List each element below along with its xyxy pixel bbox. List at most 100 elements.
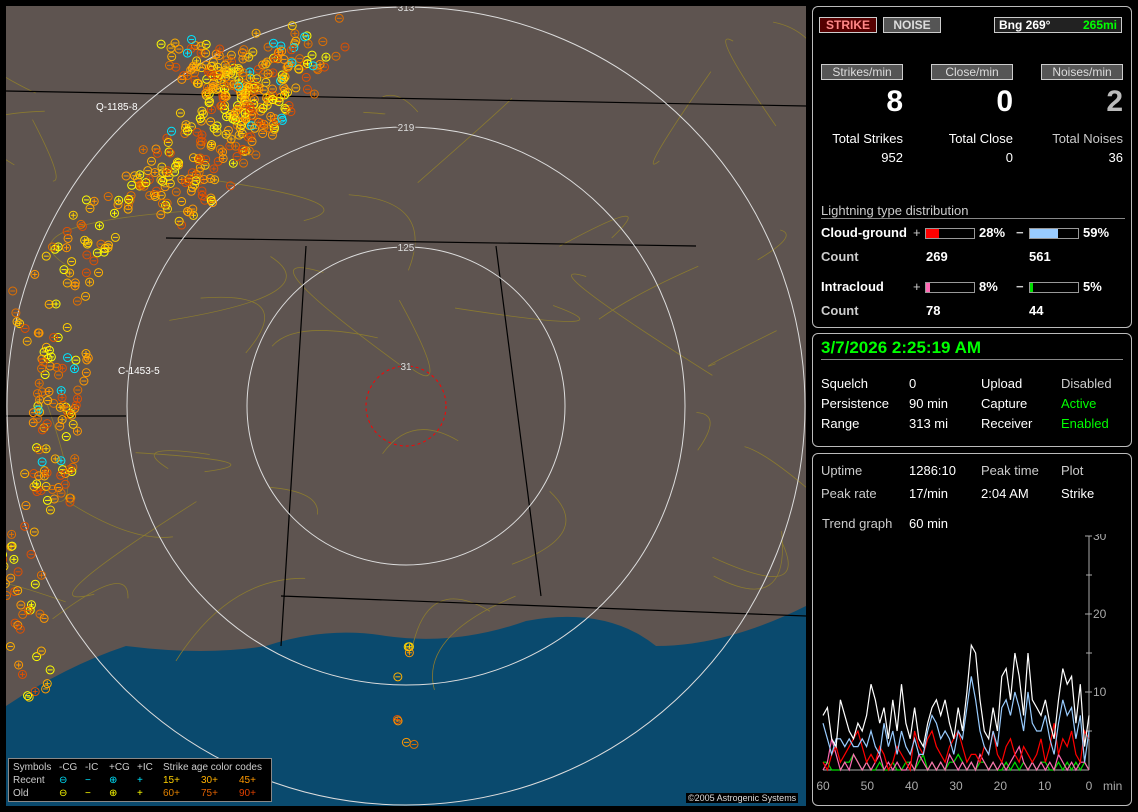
strike-symbol bbox=[63, 233, 73, 243]
strike-marker bbox=[24, 692, 34, 702]
strike-symbol bbox=[163, 166, 173, 176]
strike-marker bbox=[174, 44, 184, 54]
strike-symbol bbox=[238, 68, 248, 78]
strike-polarity bbox=[233, 143, 239, 149]
strike-marker bbox=[141, 178, 151, 188]
strike-symbol bbox=[206, 117, 216, 127]
strike-symbol bbox=[234, 81, 244, 91]
road bbox=[757, 229, 787, 261]
strike-symbol bbox=[72, 296, 82, 306]
strike-polarity bbox=[215, 64, 221, 70]
strike-marker bbox=[201, 88, 211, 98]
strike-polarity bbox=[243, 115, 249, 121]
strike-marker bbox=[6, 591, 12, 601]
strike-symbol bbox=[20, 323, 30, 333]
strike-polarity bbox=[248, 90, 254, 96]
strike-marker bbox=[210, 175, 220, 185]
strike-polarity bbox=[165, 168, 171, 174]
strike-symbol bbox=[39, 347, 49, 357]
strike-symbol bbox=[315, 59, 325, 69]
strike-marker bbox=[68, 419, 78, 429]
strike-marker bbox=[30, 687, 40, 697]
strike-symbol bbox=[251, 150, 261, 160]
strike-symbol bbox=[192, 56, 202, 66]
strike-polarity bbox=[140, 147, 146, 153]
strike-marker bbox=[212, 70, 222, 80]
strike-symbol bbox=[238, 54, 248, 64]
strike-polarity bbox=[292, 31, 298, 37]
strike-symbol bbox=[177, 197, 187, 207]
strike-symbol bbox=[181, 178, 191, 188]
strike-polarity bbox=[220, 149, 226, 155]
strike-symbol bbox=[63, 353, 73, 363]
strike-marker bbox=[55, 421, 65, 431]
strike-symbol bbox=[68, 210, 78, 220]
strike-marker bbox=[13, 586, 23, 596]
strike-marker bbox=[14, 660, 24, 670]
plus-cg-old-icon: ⊕ bbox=[109, 788, 118, 799]
strike-marker bbox=[15, 624, 25, 634]
peak-rate-label: Peak rate bbox=[821, 486, 877, 501]
strike-symbol bbox=[309, 89, 319, 99]
strike-marker bbox=[177, 197, 187, 207]
receiver-label: Receiver bbox=[981, 416, 1033, 431]
noise-button[interactable]: NOISE bbox=[883, 17, 941, 33]
strike-marker bbox=[233, 101, 243, 111]
strike-symbol bbox=[226, 134, 236, 144]
range-ring bbox=[365, 365, 447, 447]
strike-marker bbox=[72, 296, 82, 306]
strike-polarity bbox=[305, 41, 311, 47]
close-per-min-button[interactable]: Close/min bbox=[931, 64, 1013, 80]
strike-symbol bbox=[132, 174, 142, 184]
strike-symbol bbox=[188, 153, 198, 163]
noises-per-min-button[interactable]: Noises/min bbox=[1041, 64, 1123, 80]
strike-button[interactable]: STRIKE bbox=[819, 17, 877, 33]
strike-marker bbox=[268, 38, 278, 48]
strike-marker bbox=[43, 396, 53, 406]
strike-marker bbox=[226, 134, 236, 144]
strike-polarity bbox=[59, 395, 65, 401]
squelch: 0 bbox=[909, 376, 917, 391]
trend-series-line bbox=[822, 676, 1090, 763]
strike-marker bbox=[238, 144, 248, 154]
strike-marker bbox=[228, 69, 238, 79]
strike-symbol bbox=[252, 74, 262, 84]
x-tick-label: 20 bbox=[994, 779, 1008, 793]
strike-marker bbox=[261, 77, 271, 87]
strike-marker bbox=[409, 739, 419, 749]
strike-symbol bbox=[258, 60, 268, 70]
strike-symbol bbox=[164, 147, 174, 157]
strike-symbol bbox=[247, 121, 257, 131]
strike-polarity bbox=[198, 50, 204, 56]
strikes-per-min-button[interactable]: Strikes/min bbox=[821, 64, 903, 80]
strike-symbol bbox=[200, 160, 210, 170]
strike-polarity bbox=[72, 456, 78, 462]
strike-marker bbox=[59, 265, 69, 275]
strike-symbol bbox=[195, 153, 205, 163]
state-border bbox=[6, 90, 806, 647]
strike-marker bbox=[256, 106, 266, 116]
strike-polarity bbox=[230, 160, 236, 166]
strike-map[interactable]: 31 125 219 313 Q-1185-8 C-1453-5 bbox=[6, 6, 806, 806]
strike-symbol bbox=[81, 349, 91, 359]
strike-marker bbox=[11, 308, 21, 318]
strike-symbol bbox=[20, 521, 30, 531]
strike-marker bbox=[250, 123, 260, 133]
plot-mode[interactable]: Strike bbox=[1061, 486, 1095, 501]
strike-marker bbox=[248, 47, 258, 57]
strike-symbol bbox=[45, 505, 55, 515]
strike-marker bbox=[85, 204, 95, 214]
strike-marker bbox=[279, 54, 289, 64]
strike-marker bbox=[109, 208, 119, 218]
strike-marker bbox=[66, 493, 76, 503]
strike-marker bbox=[6, 579, 10, 589]
strike-symbol bbox=[82, 239, 92, 249]
strike-symbol bbox=[26, 600, 36, 610]
strike-marker bbox=[290, 29, 300, 39]
strike-marker bbox=[206, 61, 216, 71]
strike-marker bbox=[256, 118, 266, 128]
total-noises-label: Total Noises bbox=[1052, 131, 1123, 146]
strike-polarity bbox=[406, 650, 412, 656]
strike-symbol bbox=[201, 88, 211, 98]
strike-symbol bbox=[33, 389, 43, 399]
